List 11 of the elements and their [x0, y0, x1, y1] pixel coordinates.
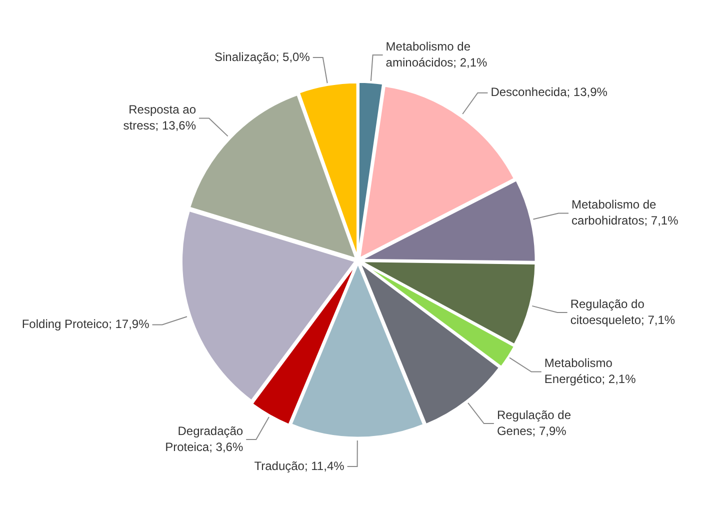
slice-label: Sinalização; 5,0%	[214, 50, 310, 64]
slice-label: Desconhecida; 13,9%	[490, 85, 608, 100]
slice-label: Regulação do citoesqueleto; 7,1%	[570, 296, 676, 327]
slice-label: Metabolismo Energético; 2,1%	[544, 356, 636, 386]
slice-label: Folding Proteico; 17,9%	[22, 317, 150, 332]
slice-label: Metabolismo de carbohidratos; 7,1%	[572, 198, 679, 228]
slice-label: Metabolismo de aminoácidos; 2,1%	[386, 39, 488, 70]
slice-label: Resposta ao stress; 13,6%	[123, 102, 196, 133]
slice-label: Tradução; 11,4%	[254, 458, 345, 473]
slice-label: Regulação de Genes; 7,9%	[496, 408, 572, 438]
slice-label: Degradação Proteica; 3,6%	[165, 424, 244, 454]
